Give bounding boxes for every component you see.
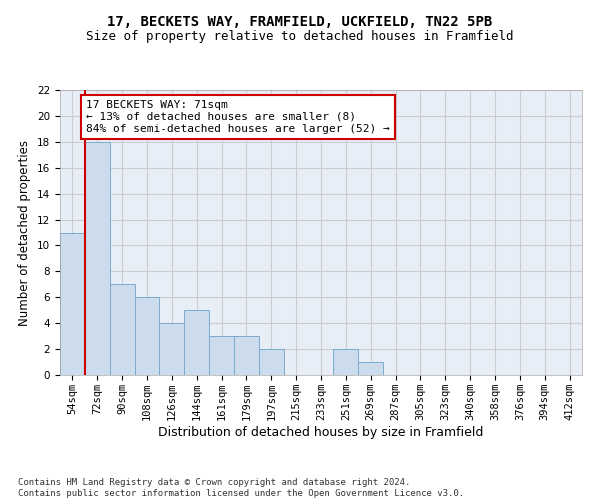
Text: Contains HM Land Registry data © Crown copyright and database right 2024.
Contai: Contains HM Land Registry data © Crown c… bbox=[18, 478, 464, 498]
Text: 17, BECKETS WAY, FRAMFIELD, UCKFIELD, TN22 5PB: 17, BECKETS WAY, FRAMFIELD, UCKFIELD, TN… bbox=[107, 15, 493, 29]
Bar bbox=[209, 336, 234, 375]
Bar bbox=[184, 310, 209, 375]
Bar bbox=[85, 142, 110, 375]
Bar bbox=[110, 284, 134, 375]
Bar bbox=[334, 349, 358, 375]
Text: Size of property relative to detached houses in Framfield: Size of property relative to detached ho… bbox=[86, 30, 514, 43]
Text: 17 BECKETS WAY: 71sqm
← 13% of detached houses are smaller (8)
84% of semi-detac: 17 BECKETS WAY: 71sqm ← 13% of detached … bbox=[86, 100, 390, 134]
Bar bbox=[259, 349, 284, 375]
Bar bbox=[160, 323, 184, 375]
Bar bbox=[134, 298, 160, 375]
Bar bbox=[60, 232, 85, 375]
Bar bbox=[358, 362, 383, 375]
Bar bbox=[234, 336, 259, 375]
X-axis label: Distribution of detached houses by size in Framfield: Distribution of detached houses by size … bbox=[158, 426, 484, 438]
Y-axis label: Number of detached properties: Number of detached properties bbox=[19, 140, 31, 326]
